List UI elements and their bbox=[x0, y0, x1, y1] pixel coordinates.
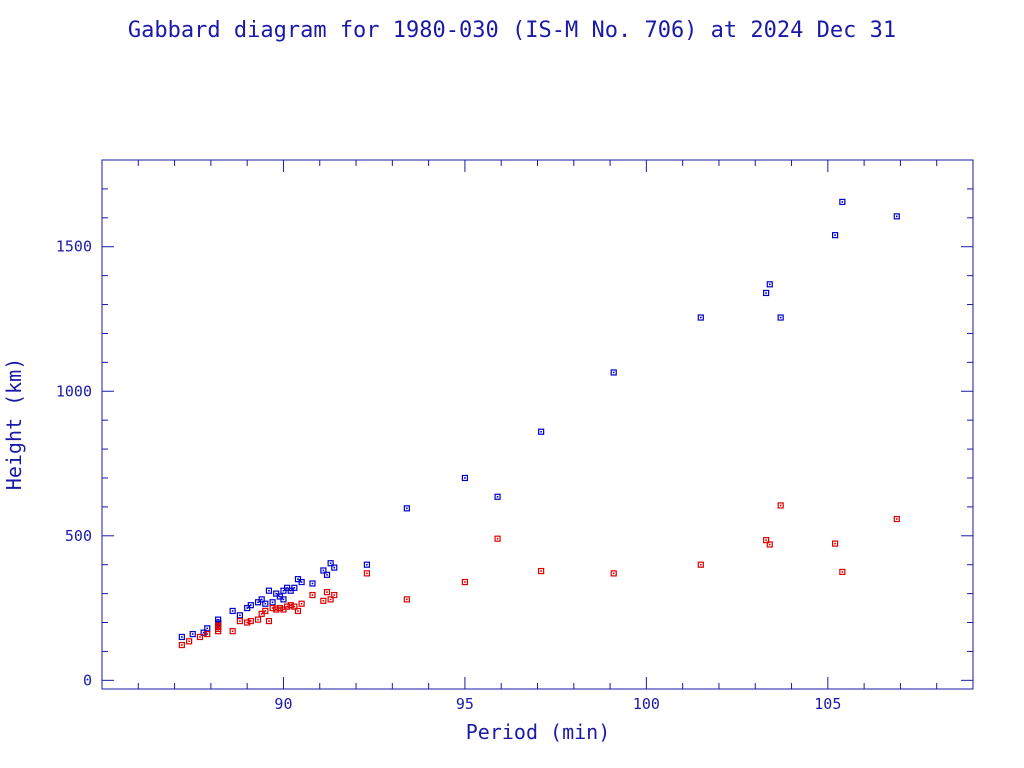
apogee-point bbox=[298, 578, 305, 586]
x-tick-label: 105 bbox=[814, 695, 841, 713]
apogee-point bbox=[320, 567, 327, 574]
perigee-point bbox=[229, 628, 236, 635]
perigee-point bbox=[204, 630, 211, 638]
perigee-point bbox=[327, 596, 334, 603]
perigee-point bbox=[244, 619, 251, 626]
x-tick-label: 90 bbox=[274, 695, 292, 713]
perigee-point bbox=[320, 597, 327, 604]
x-tick-label: 95 bbox=[456, 695, 474, 713]
apogee-point bbox=[766, 281, 773, 288]
apogee-point bbox=[229, 607, 236, 615]
apogee-point bbox=[309, 580, 316, 587]
axis-ticks bbox=[101, 159, 974, 689]
perigee-point bbox=[538, 567, 545, 575]
apogee-point bbox=[777, 314, 784, 321]
apogee-point bbox=[538, 428, 545, 435]
chart-title: Gabbard diagram for 1980-030 (IS-M No. 7… bbox=[128, 18, 896, 43]
y-tick-label: 500 bbox=[65, 527, 92, 545]
perigee-point bbox=[893, 515, 900, 523]
y-tick-label: 0 bbox=[83, 671, 92, 689]
perigee-point bbox=[323, 589, 331, 596]
perigee-point bbox=[265, 617, 273, 625]
apogee-point bbox=[265, 587, 273, 594]
perigee-point bbox=[215, 622, 222, 629]
perigee-point bbox=[283, 603, 291, 610]
apogee-point bbox=[204, 625, 211, 632]
perigee-point bbox=[291, 603, 298, 610]
perigee-point bbox=[461, 578, 469, 586]
perigee-point bbox=[178, 641, 185, 649]
perigee-point bbox=[766, 541, 773, 548]
apogee-point bbox=[327, 560, 334, 567]
perigee-point bbox=[331, 591, 338, 599]
axis-tick-labels: 90 95 100 105 0 500 1000 1500 bbox=[56, 238, 842, 713]
perigee-point bbox=[831, 540, 839, 547]
perigee-point bbox=[610, 570, 617, 577]
perigee-point bbox=[777, 502, 784, 509]
x-tick-label: 100 bbox=[633, 695, 660, 713]
perigee-point bbox=[287, 602, 294, 609]
perigee-point bbox=[403, 596, 410, 603]
perigee-point bbox=[494, 535, 501, 542]
perigee-point bbox=[276, 604, 283, 612]
plot-frame bbox=[101, 159, 974, 690]
apogee-point bbox=[831, 232, 839, 239]
perigee-point bbox=[254, 616, 262, 623]
apogee-point bbox=[461, 474, 469, 482]
perigee-point bbox=[294, 607, 302, 615]
perigee-point bbox=[309, 591, 316, 599]
apogee-point bbox=[839, 198, 846, 206]
apogee-point bbox=[331, 564, 338, 571]
perigee-point bbox=[262, 607, 269, 615]
apogee-point bbox=[280, 596, 287, 603]
apogee-point bbox=[247, 602, 254, 609]
y-tick-label: 1000 bbox=[56, 382, 92, 400]
perigee-point bbox=[697, 561, 704, 568]
perigee-point bbox=[236, 617, 244, 625]
y-axis-label: Height (km) bbox=[2, 358, 26, 490]
y-tick-label: 1500 bbox=[56, 238, 92, 256]
apogee-point bbox=[494, 493, 501, 500]
apogee-point bbox=[262, 600, 269, 607]
perigee-point bbox=[763, 537, 770, 544]
perigee-point bbox=[269, 604, 276, 612]
perigee-point bbox=[247, 617, 254, 625]
apogee-point bbox=[200, 629, 207, 636]
apogee-point bbox=[269, 599, 276, 606]
apogee-point bbox=[697, 314, 704, 321]
scatter-points bbox=[178, 198, 900, 649]
apogee-point bbox=[363, 561, 371, 568]
apogee-point bbox=[178, 633, 185, 641]
perigee-point bbox=[196, 633, 204, 641]
apogee-point bbox=[258, 596, 265, 603]
perigee-point bbox=[839, 568, 846, 576]
apogee-point bbox=[893, 213, 900, 220]
apogee-point bbox=[215, 616, 222, 623]
apogee-point bbox=[763, 289, 770, 297]
perigee-point bbox=[298, 600, 305, 607]
apogee-point bbox=[403, 505, 410, 512]
perigee-point bbox=[186, 638, 193, 645]
apogee-point bbox=[189, 630, 196, 638]
apogee-point bbox=[236, 612, 244, 619]
apogee-point bbox=[291, 584, 298, 591]
x-axis-label: Period (min) bbox=[466, 720, 611, 744]
perigee-point bbox=[273, 606, 280, 613]
apogee-point bbox=[610, 369, 617, 376]
perigee-point bbox=[363, 570, 371, 577]
apogee-point bbox=[323, 571, 331, 578]
